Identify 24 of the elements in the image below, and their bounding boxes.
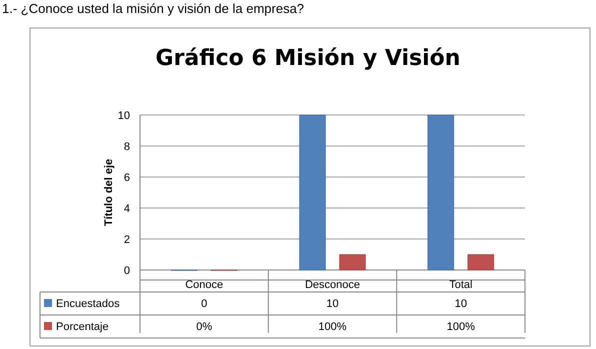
bar xyxy=(299,114,326,270)
data-label: 100% xyxy=(446,321,476,333)
data-label: 10 xyxy=(454,298,467,310)
y-tick-label: 0 xyxy=(124,265,130,277)
chart-title: Gráfico 6 Misión y Visión xyxy=(156,46,460,71)
data-label: 0% xyxy=(196,321,212,333)
legend-label: Porcentaje xyxy=(56,321,109,333)
y-tick-label: 6 xyxy=(124,172,130,184)
data-label: 0 xyxy=(201,298,208,310)
data-label: 100% xyxy=(318,321,347,333)
text: 1.- ¿Conoce usted la misión y visión de la empresa? xyxy=(2,1,304,16)
x-tick-label: Desconoce xyxy=(304,279,360,291)
y-tick-label: 2 xyxy=(124,234,130,246)
legend-label: Encuestados xyxy=(56,298,120,310)
y-tick-label: 4 xyxy=(124,203,130,215)
y-tick-label: 8 xyxy=(124,141,130,153)
data-label: 10 xyxy=(326,298,339,310)
y-axis-title: Título del eje xyxy=(103,158,115,226)
y-tick-label: 10 xyxy=(118,110,130,122)
x-tick-label: Total xyxy=(449,279,472,291)
bar xyxy=(428,114,454,270)
x-tick-label: Conoce xyxy=(185,279,224,291)
bar xyxy=(339,254,366,270)
bar xyxy=(468,254,494,270)
